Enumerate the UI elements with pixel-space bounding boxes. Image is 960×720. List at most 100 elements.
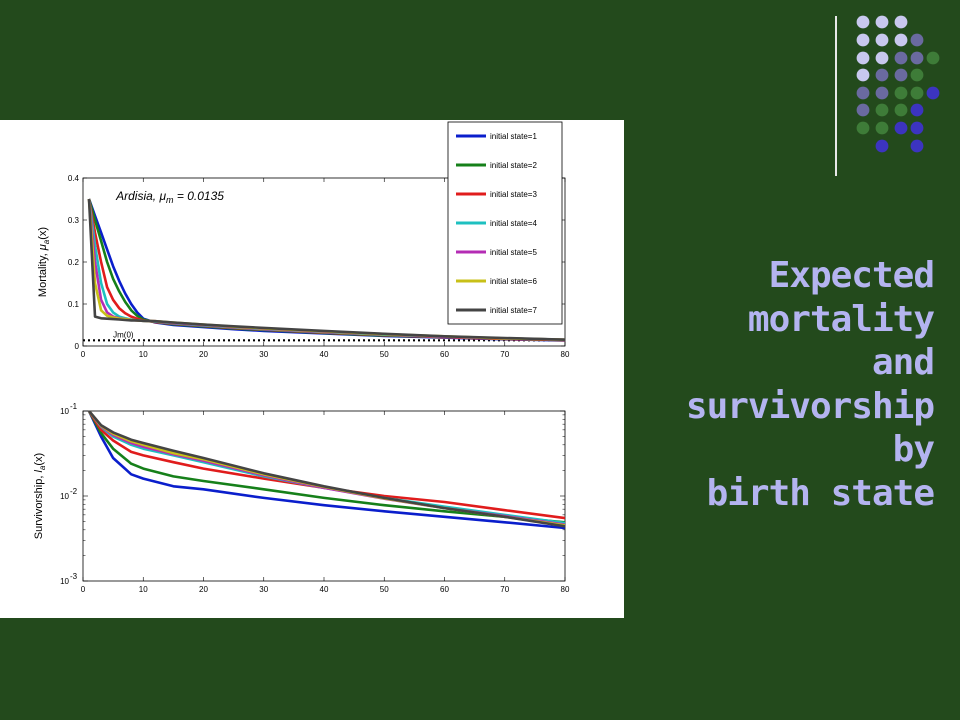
decorative-dot xyxy=(910,121,924,135)
decorative-dot xyxy=(875,103,889,117)
x-tick-label: 0 xyxy=(81,585,86,594)
annotation-text: Ardisia, μ xyxy=(115,189,166,203)
x-tick-label: 10 xyxy=(139,585,148,594)
legend-label: initial state=3 xyxy=(490,190,537,199)
decorative-dot xyxy=(894,68,908,82)
y-tick-exponent: -2 xyxy=(70,487,78,496)
title-line: birth state xyxy=(706,472,935,514)
legend-label: initial state=6 xyxy=(490,277,537,286)
decorative-dot xyxy=(894,51,908,65)
decorative-dot-grid xyxy=(856,15,940,153)
decorative-dot xyxy=(894,15,908,29)
chart-svg: 0 10 20 30 40 50 60 70 80 0 0.1 0.2 0.3 0.4 Mortality,… xyxy=(33,121,570,594)
chart-annotation: Ardisia, μm = 0.0135 xyxy=(115,189,224,205)
annotation-subscript: m xyxy=(166,195,174,205)
y-axis-label-symbol: l xyxy=(33,470,45,473)
reference-line-label: Jm(0) xyxy=(113,330,134,339)
decorative-dot xyxy=(856,86,870,100)
legend-label: initial state=2 xyxy=(490,161,537,170)
series-line-7 xyxy=(88,411,565,528)
x-tick-label: 10 xyxy=(139,350,148,359)
decorative-dot xyxy=(875,68,889,82)
y-axis-label-subscript: a xyxy=(42,239,51,244)
decorative-vertical-rule xyxy=(835,16,837,176)
decorative-dot xyxy=(875,33,889,47)
y-tick-label: 10 xyxy=(60,492,69,501)
y-tick-label: 0.3 xyxy=(68,216,80,225)
chart-figure: 0 10 20 30 40 50 60 70 80 0 0.1 0.2 0.3 0.4 Mortality,… xyxy=(0,120,624,618)
decorative-dot xyxy=(910,86,924,100)
y-tick-label: 0.4 xyxy=(68,174,80,183)
x-tick-label: 60 xyxy=(440,585,449,594)
legend-label: initial state=7 xyxy=(490,306,537,315)
decorative-dot xyxy=(910,68,924,82)
series-line-1 xyxy=(87,411,565,530)
y-tick-label: 10 xyxy=(60,577,69,586)
x-tick-label: 40 xyxy=(320,350,329,359)
x-tick-label: 70 xyxy=(500,350,509,359)
title-line: Expected xyxy=(768,255,935,296)
slide-title: Expected mortality and survivorship by b… xyxy=(604,254,935,515)
x-tick-label: 50 xyxy=(380,350,389,359)
y-axis-label: Survivorship, la(x) xyxy=(33,453,47,539)
x-tick-label: 80 xyxy=(561,585,570,594)
decorative-dot xyxy=(926,86,940,100)
x-tick-label: 30 xyxy=(259,350,268,359)
decorative-dot xyxy=(926,51,940,65)
series-line-4 xyxy=(87,411,565,525)
annotation-value: = 0.0135 xyxy=(174,189,225,203)
decorative-dot xyxy=(894,33,908,47)
decorative-dot xyxy=(856,51,870,65)
legend-label: initial state=1 xyxy=(490,132,537,141)
decorative-dot xyxy=(856,68,870,82)
series-line-2 xyxy=(87,411,565,524)
decorative-dot xyxy=(910,139,924,153)
decorative-dot xyxy=(894,86,908,100)
x-tick-label: 30 xyxy=(259,585,268,594)
legend-label: initial state=4 xyxy=(490,219,537,228)
y-axis-label-text: Survivorship, xyxy=(33,473,45,540)
y-axis-label-suffix: (x) xyxy=(33,453,45,466)
y-tick-exponent: -1 xyxy=(70,402,78,411)
title-line: by xyxy=(892,429,935,470)
x-tick-label: 80 xyxy=(561,350,570,359)
decorative-dot xyxy=(856,121,870,135)
y-axis-label-text: Mortality, xyxy=(37,250,49,297)
y-tick-label: 10 xyxy=(60,407,69,416)
decorative-dot xyxy=(856,33,870,47)
y-tick-label: 0.1 xyxy=(68,300,80,309)
y-tick-label: 0.2 xyxy=(68,258,80,267)
y-tick-exponent: -3 xyxy=(70,572,78,581)
decorative-dot xyxy=(910,33,924,47)
x-tick-label: 20 xyxy=(199,585,208,594)
legend-label: initial state=5 xyxy=(490,248,537,257)
decorative-dot xyxy=(875,51,889,65)
plot-area xyxy=(82,410,566,582)
x-tick-label: 70 xyxy=(500,585,509,594)
y-axis-label: Mortality, μa(x) xyxy=(37,227,51,297)
decorative-dot xyxy=(856,15,870,29)
x-tick-label: 0 xyxy=(81,350,86,359)
decorative-dot xyxy=(875,139,889,153)
x-tick-label: 60 xyxy=(440,350,449,359)
decorative-dot xyxy=(910,51,924,65)
decorative-dot xyxy=(894,121,908,135)
decorative-dot xyxy=(910,103,924,117)
title-line: and xyxy=(871,342,935,383)
y-axis-label-suffix: (x) xyxy=(37,227,49,240)
decorative-dot xyxy=(875,86,889,100)
x-tick-label: 20 xyxy=(199,350,208,359)
x-tick-label: 40 xyxy=(320,585,329,594)
title-line: mortality xyxy=(747,298,935,340)
y-axis-label-symbol: μ xyxy=(37,244,49,251)
decorative-dot xyxy=(875,121,889,135)
title-line: survivorship xyxy=(685,385,935,427)
decorative-dot xyxy=(875,15,889,29)
series-line-7 xyxy=(87,198,565,341)
y-tick-label: 0 xyxy=(75,342,80,351)
x-tick-label: 50 xyxy=(380,585,389,594)
decorative-dot xyxy=(894,103,908,117)
series-line-3 xyxy=(87,411,565,520)
y-axis-label-subscript: a xyxy=(38,465,47,470)
decorative-dot xyxy=(856,103,870,117)
